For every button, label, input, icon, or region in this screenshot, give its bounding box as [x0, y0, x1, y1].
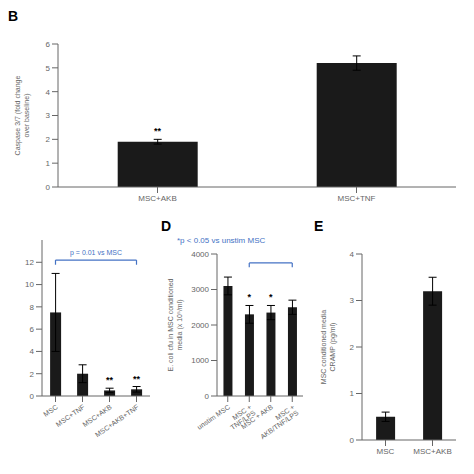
svg-text:4: 4 — [350, 250, 355, 259]
svg-text:MSC+TNF: MSC+TNF — [338, 194, 376, 203]
svg-text:3: 3 — [350, 296, 355, 305]
svg-text:2: 2 — [46, 135, 51, 144]
svg-text:1: 1 — [46, 159, 51, 168]
svg-text:2000: 2000 — [191, 321, 209, 330]
svg-text:**: ** — [106, 375, 114, 385]
svg-text:4: 4 — [30, 347, 35, 356]
svg-text:1: 1 — [350, 389, 355, 398]
svg-text:0: 0 — [350, 436, 355, 445]
svg-text:MSC: MSC — [42, 403, 59, 418]
svg-text:*: * — [269, 292, 273, 302]
svg-text:MSC conditioned mediaCRAMP (pg: MSC conditioned mediaCRAMP (pg/ml) — [320, 310, 337, 384]
svg-text:8: 8 — [30, 303, 35, 312]
svg-text:*: * — [247, 292, 251, 302]
svg-text:**: ** — [154, 126, 162, 136]
svg-text:MSC + AKB: MSC + AKB — [240, 403, 275, 430]
svg-text:5: 5 — [46, 64, 51, 73]
svg-text:0: 0 — [205, 392, 210, 401]
svg-text:6: 6 — [46, 40, 51, 49]
svg-text:MSC +AKB/TNF/LPS: MSC +AKB/TNF/LPS — [255, 403, 300, 440]
svg-text:3: 3 — [46, 111, 51, 120]
svg-text:E. coli cfu in MSC conditioned: E. coli cfu in MSC conditionedmedia (x 1… — [167, 278, 184, 371]
svg-text:**: ** — [133, 374, 141, 384]
svg-text:4: 4 — [46, 88, 51, 97]
svg-text:MSC: MSC — [377, 447, 395, 456]
svg-text:MSC+AKB: MSC+AKB — [138, 194, 176, 203]
svg-text:12: 12 — [25, 258, 34, 267]
svg-text:MSC+AKB: MSC+AKB — [413, 447, 451, 456]
svg-text:MSC+AKB+TNF: MSC+AKB+TNF — [94, 403, 140, 438]
svg-text:3000: 3000 — [191, 285, 209, 294]
svg-text:10: 10 — [25, 280, 34, 289]
svg-text:Caspase 3/7 (fold changeover b: Caspase 3/7 (fold changeover baseline) — [14, 76, 31, 156]
svg-text:2: 2 — [30, 370, 35, 379]
svg-text:p = 0.01 vs MSC: p = 0.01 vs MSC — [70, 249, 122, 257]
svg-text:6: 6 — [30, 325, 35, 334]
svg-text:2: 2 — [350, 343, 355, 352]
svg-text:0: 0 — [46, 183, 51, 192]
svg-text:1000: 1000 — [191, 356, 209, 365]
svg-text:unstim MSC: unstim MSC — [196, 403, 231, 431]
svg-text:4000: 4000 — [191, 250, 209, 259]
svg-text:0: 0 — [30, 392, 35, 401]
svg-text:MSC+TNF: MSC+TNF — [55, 403, 86, 428]
